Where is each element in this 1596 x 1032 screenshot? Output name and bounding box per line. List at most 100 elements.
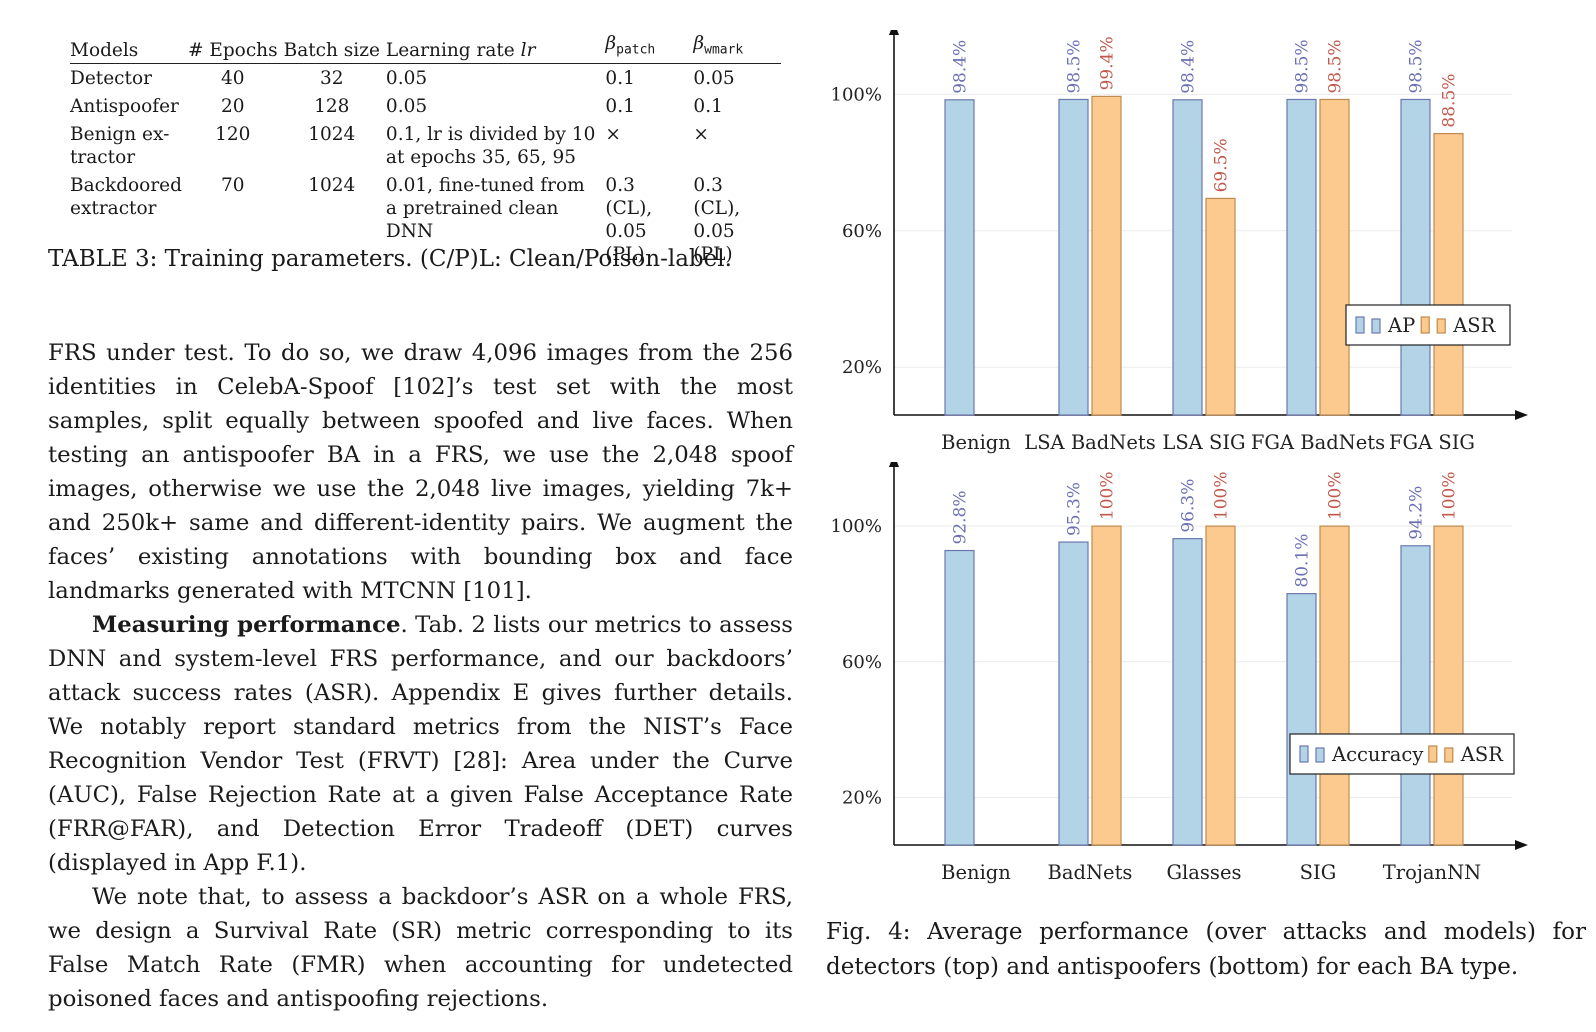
legend-box: [1289, 733, 1515, 775]
y-tick-label: 60%: [842, 652, 882, 673]
cell-lr: 0.05: [385, 67, 428, 89]
table-caption: TABLE 3: Training parameters. (C/P)L: Cl…: [48, 246, 732, 272]
bar-accuracy: [944, 549, 975, 846]
cell-model: Backdoored extractor: [70, 174, 182, 219]
legend-swatch: [1420, 316, 1430, 334]
detector-bar-chart: 20% 60% 100% 98.4% Benign 98.5% 99.4% LSA BadNe…: [831, 30, 1528, 454]
cell-model: Antispoofer: [70, 95, 179, 117]
data-label: 100%: [1098, 471, 1118, 520]
x-tick-label: BadNets: [1048, 861, 1133, 884]
beta-symbol: β: [693, 33, 705, 54]
header-epochs: # Epochs: [187, 30, 284, 64]
cell-epochs: 70: [221, 174, 245, 196]
bar-asr: [1433, 525, 1464, 846]
data-label: 98.4%: [951, 40, 971, 94]
data-label: 100%: [1440, 471, 1460, 520]
legend: Accuracy ASR: [1289, 733, 1515, 775]
cell-lr: 0.01, fine-tuned from a pretrained clean…: [385, 174, 585, 242]
bar-asr: [1091, 95, 1122, 416]
header-beta-wmark: βwmark: [693, 30, 782, 64]
cell-batch: 128: [314, 95, 350, 117]
y-tick-label: 20%: [842, 357, 882, 378]
data-label: 100%: [1212, 471, 1232, 520]
y-axis-arrow: [889, 30, 899, 35]
bar-accuracy: [1172, 538, 1203, 846]
bar-ap: [1400, 98, 1431, 416]
bar-accuracy: [1400, 545, 1431, 846]
bar-ap: [1286, 98, 1317, 416]
y-tick-label: 100%: [831, 84, 882, 105]
cell-epochs: 20: [221, 95, 245, 117]
training-parameters-table: Models # Epochs Batch size Learning rate…: [70, 30, 782, 268]
data-label: 98.5%: [1065, 39, 1085, 93]
data-label: 98.4%: [1179, 40, 1199, 94]
cell-beta-patch: 0.1: [605, 95, 635, 117]
cell-beta-wmark: ×: [693, 123, 709, 145]
y-axis-arrow: [889, 462, 899, 467]
data-label: 98.5%: [1407, 39, 1427, 93]
y-tick-label: 100%: [831, 516, 882, 537]
header-beta-patch: βpatch: [605, 30, 694, 64]
legend-swatch: [1371, 318, 1381, 334]
bar-asr: [1091, 525, 1122, 846]
data-label: 98.5%: [1326, 39, 1346, 93]
legend-swatch: [1428, 745, 1438, 763]
cell-beta-wmark: 0.05: [693, 67, 735, 89]
table-header-row: Models # Epochs Batch size Learning rate…: [70, 30, 782, 64]
header-models: Models: [70, 30, 188, 64]
x-tick-label: LSA BadNets: [1024, 431, 1155, 454]
body-text: FRS under test. To do so, we draw 4,096 …: [48, 336, 793, 1016]
x-tick-label: Benign: [941, 431, 1011, 454]
data-label: 69.5%: [1212, 138, 1232, 192]
cell-model: Detector: [70, 67, 152, 89]
table-row: Antispoofer 20 128 0.05 0.1 0.1: [70, 92, 781, 120]
bar-asr: [1319, 525, 1350, 846]
figure-4: 20% 60% 100% 98.4% Benign 98.5% 99.4% LSA BadNe…: [812, 0, 1596, 1032]
x-tick-label: Benign: [941, 861, 1011, 884]
cell-lr: 0.05: [385, 95, 428, 117]
legend-swatch: [1355, 316, 1365, 334]
table-row: Backdoored extractor 70 1024 0.01, fine-…: [70, 171, 781, 268]
data-label: 92.8%: [951, 491, 971, 545]
x-tick-label: TrojanNN: [1383, 861, 1481, 884]
header-learning-rate: Learning rate lr: [385, 30, 606, 64]
data-label: 99.4%: [1098, 36, 1118, 90]
cell-model: Benign ex-tractor: [70, 123, 170, 168]
x-tick-label: FGA SIG: [1389, 431, 1475, 454]
paragraph: Measuring performance. Tab. 2 lists our …: [48, 608, 793, 880]
header-lr-symbol: lr: [520, 39, 536, 61]
legend-label: ASR: [1460, 743, 1504, 766]
cell-beta-patch: ×: [605, 123, 621, 145]
bar-asr: [1319, 98, 1350, 416]
paragraph: FRS under test. To do so, we draw 4,096 …: [48, 340, 793, 604]
x-tick-label: SIG: [1300, 861, 1337, 884]
paragraph-text: . Tab. 2 lists our metrics to assess DNN…: [48, 612, 793, 876]
legend-swatch: [1315, 747, 1325, 763]
x-axis-arrow: [1515, 410, 1528, 420]
legend-label: Accuracy: [1331, 743, 1423, 766]
data-label: 96.3%: [1179, 479, 1199, 533]
legend: AP ASR: [1345, 304, 1511, 346]
antispoofer-bar-chart: 20% 60% 100% 92.8% Benign 95.3% 100% BadNets 96.…: [831, 462, 1528, 884]
x-axis-arrow: [1515, 840, 1528, 850]
legend-swatch: [1436, 318, 1446, 334]
bar-ap: [1058, 98, 1089, 416]
data-label: 88.5%: [1440, 74, 1460, 128]
cell-beta-wmark: 0.3 (CL), 0.05 (PL): [693, 174, 741, 265]
data-label: 80.1%: [1293, 534, 1313, 588]
data-label: 98.5%: [1293, 39, 1313, 93]
bar-accuracy: [1286, 593, 1317, 846]
header-batch-size: Batch size: [283, 30, 386, 64]
cell-batch: 1024: [308, 123, 356, 145]
bar-accuracy: [1058, 541, 1089, 846]
bar-ap: [944, 99, 975, 416]
y-tick-label: 60%: [842, 221, 882, 242]
cell-batch: 1024: [308, 174, 356, 196]
bar-asr: [1205, 525, 1236, 846]
wmark-subscript: wmark: [704, 42, 744, 58]
data-label: 100%: [1326, 471, 1346, 520]
data-label: 95.3%: [1065, 482, 1085, 536]
header-learning-rate-text: Learning rate: [385, 39, 515, 61]
table-row: Benign ex-tractor 120 1024 0.1, lr is di…: [70, 120, 781, 171]
bar-asr: [1205, 197, 1236, 416]
